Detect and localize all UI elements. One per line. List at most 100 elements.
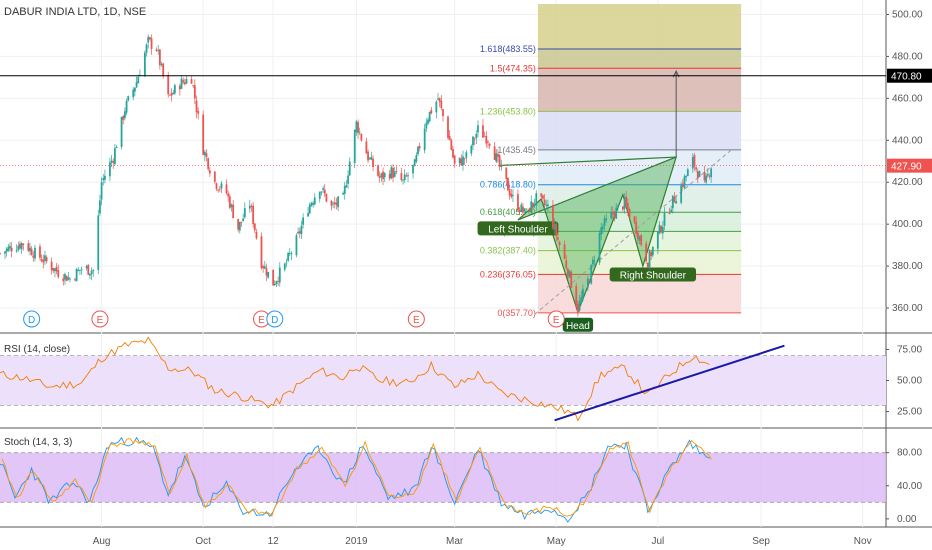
candle-body [390, 167, 393, 179]
candle-body [532, 202, 534, 206]
candle-body [663, 212, 666, 226]
candle-body [203, 151, 206, 156]
candle-body [133, 87, 136, 92]
candle-body [183, 82, 186, 85]
candle-body [260, 236, 263, 269]
candle-body [512, 195, 514, 196]
candle-body [438, 97, 441, 102]
candle-body [342, 192, 344, 195]
candle-body [623, 197, 626, 209]
candle-body [65, 275, 68, 282]
candle-body [325, 193, 328, 202]
rsi-indicator [0, 336, 886, 422]
candle-body [323, 189, 326, 194]
candle-body [640, 235, 643, 246]
candle-body [458, 157, 461, 164]
candle-body [418, 146, 421, 149]
candle-body [555, 223, 558, 236]
candle-body [670, 209, 673, 213]
candle-body [615, 207, 618, 219]
rsi-tick-label: 75.00 [897, 344, 922, 355]
candle-body [493, 146, 496, 160]
candle-body [626, 203, 629, 210]
price-tick-label: 400.00 [892, 219, 923, 230]
price-axis[interactable]: 500.00 480.00 460.00 440.00 420.00 400.00 380.… [886, 9, 932, 525]
candle-body [415, 155, 418, 162]
candle-body [132, 89, 135, 98]
candle-body [377, 165, 379, 176]
candle-body [465, 152, 468, 158]
rsi-band [0, 355, 886, 406]
candle-body [302, 217, 305, 225]
pattern-label: Head [566, 321, 590, 332]
candle-body [180, 78, 183, 89]
chart-title: DABUR INDIA LTD, 1D, NSE [4, 6, 147, 18]
candle-body [568, 270, 571, 278]
candle-body [413, 159, 416, 167]
candle-body [518, 210, 521, 212]
candle-body [578, 300, 581, 311]
candle-body [586, 278, 589, 288]
candle-body [402, 179, 404, 181]
candle-body [109, 162, 111, 177]
candle-body [240, 221, 243, 223]
candle-body [17, 245, 20, 250]
candle-body [217, 189, 220, 191]
fib-band [537, 48, 742, 69]
candle-body [453, 155, 456, 164]
rsi-tick-label: 50.00 [897, 376, 922, 387]
candle-body [160, 63, 163, 65]
candle-body [633, 216, 636, 223]
candle-body [285, 262, 288, 264]
candle-body [255, 232, 258, 239]
candle-body [237, 218, 240, 230]
candle-body [42, 260, 45, 263]
candle-body [74, 279, 76, 281]
candle-body [485, 135, 488, 144]
candle-body [405, 175, 408, 177]
candle-body [22, 243, 25, 245]
fib-level-label: 1.236(453.80) [480, 106, 536, 116]
candle-body [616, 205, 619, 207]
candle-body [708, 175, 711, 177]
candle-body [570, 271, 573, 288]
candle-body [147, 36, 150, 43]
event-marker [23, 310, 41, 328]
candle-body [507, 177, 509, 191]
candle-body [522, 206, 524, 213]
stoch-label: Stoch (14, 3, 3) [4, 437, 73, 448]
candle-body [650, 251, 653, 257]
rsi-label: RSI (14, close) [4, 344, 71, 355]
candle-body [10, 247, 13, 252]
candle-body [195, 100, 198, 113]
fib-band [537, 4, 742, 49]
event-marker-label: D [271, 315, 278, 326]
candle-body [267, 271, 270, 278]
candle-body [69, 278, 71, 280]
price-tick-label: 440.00 [892, 135, 923, 146]
candle-body [533, 203, 536, 205]
candle-body [213, 171, 216, 182]
candle-body [367, 151, 369, 161]
candle-body [62, 278, 65, 282]
candle-body [535, 193, 538, 206]
candle-body [581, 288, 584, 298]
candle-body [417, 146, 419, 155]
candle-body [232, 204, 235, 219]
candle-body [89, 273, 91, 276]
candle-body [360, 133, 363, 141]
last-price-badge-box [887, 158, 932, 173]
stoch-tick-label: 0.00 [897, 514, 917, 525]
candle-body [45, 257, 48, 262]
candle-body [447, 116, 449, 138]
time-tick-label: 12 [268, 536, 280, 547]
fib-band [537, 212, 742, 232]
candle-body [330, 200, 333, 206]
candle-body [150, 38, 153, 49]
time-axis[interactable]: Aug Oct 12 2019 Mar May Jul Sep Nov [93, 536, 872, 547]
candle-body [613, 212, 616, 218]
candle-body [380, 173, 383, 178]
candle-body [50, 261, 53, 270]
candle-body [220, 183, 223, 189]
candle-body [412, 164, 414, 174]
